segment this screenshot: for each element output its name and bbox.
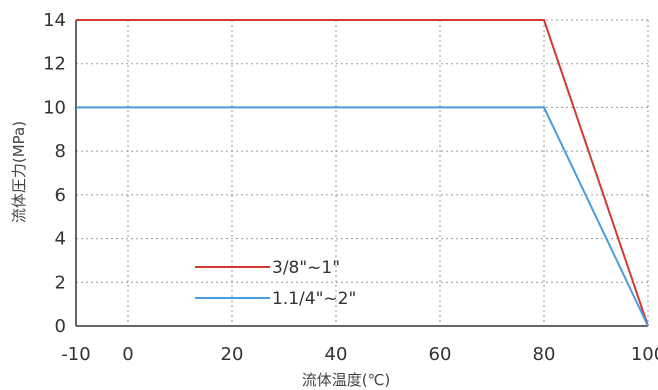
- x-tick-label: 80: [533, 344, 556, 365]
- y-tick-labels: 0 2 4 6 8 10 12 14: [43, 10, 66, 337]
- x-tick-label: -10: [61, 344, 90, 365]
- x-tick-label: 0: [122, 344, 133, 365]
- grid: [76, 19, 649, 326]
- x-tick-label: 100: [631, 344, 658, 365]
- x-tick-label: 60: [429, 344, 452, 365]
- y-tick-label: 6: [55, 185, 66, 206]
- series-line-1: [76, 19, 649, 327]
- series-line-2: [76, 106, 649, 327]
- y-tick-label: 14: [43, 10, 66, 31]
- x-axis-label: 流体温度(℃): [302, 371, 391, 389]
- y-tick-label: 12: [43, 54, 66, 75]
- series-lines: [76, 19, 649, 327]
- legend-label-series-1: 3/8"~1": [272, 258, 340, 278]
- y-tick-label: 4: [55, 229, 66, 250]
- legend: 3/8"~1" 1.1/4"~2": [195, 258, 356, 309]
- x-tick-labels: -10 0 20 40 60 80 100: [61, 344, 658, 365]
- y-tick-label: 10: [43, 97, 66, 118]
- y-axis-label: 流体圧力(MPa): [10, 121, 28, 223]
- legend-label-series-2: 1.1/4"~2": [272, 289, 356, 309]
- axes: [75, 20, 648, 327]
- y-tick-label: 2: [55, 272, 66, 293]
- x-tick-label: 20: [221, 344, 244, 365]
- y-tick-label: 0: [55, 316, 66, 337]
- x-tick-label: 40: [325, 344, 348, 365]
- y-tick-label: 8: [55, 141, 66, 162]
